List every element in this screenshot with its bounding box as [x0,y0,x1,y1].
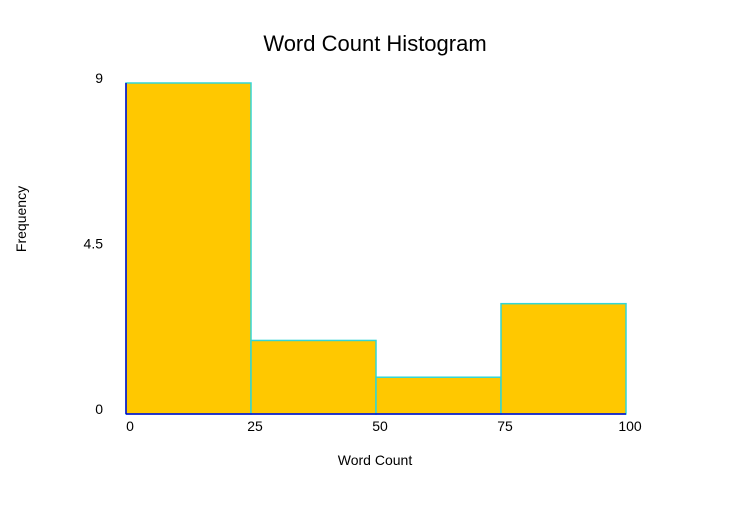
y-tick-label-1: 4.5 [84,236,104,252]
histogram-bar-1 [250,339,377,415]
x-axis-label: Word Count [338,452,413,468]
histogram-bar-2 [375,376,502,415]
histogram-bar-3 [500,302,627,415]
chart-title: Word Count Histogram [263,31,486,56]
y-tick-label-0: 0 [95,401,103,417]
x-tick-label-3: 75 [497,418,513,434]
y-axis-label: Frequency [13,186,29,252]
ticks-layer: 0 25 50 75 100 0 4.5 9 [84,70,642,434]
x-tick-label-1: 25 [247,418,263,434]
y-tick-label-2: 9 [95,70,103,86]
x-tick-label-4: 100 [618,418,642,434]
x-tick-label-2: 50 [372,418,388,434]
bars-layer [125,82,627,415]
x-tick-label-0: 0 [126,418,134,434]
histogram-bar-0 [125,82,252,415]
